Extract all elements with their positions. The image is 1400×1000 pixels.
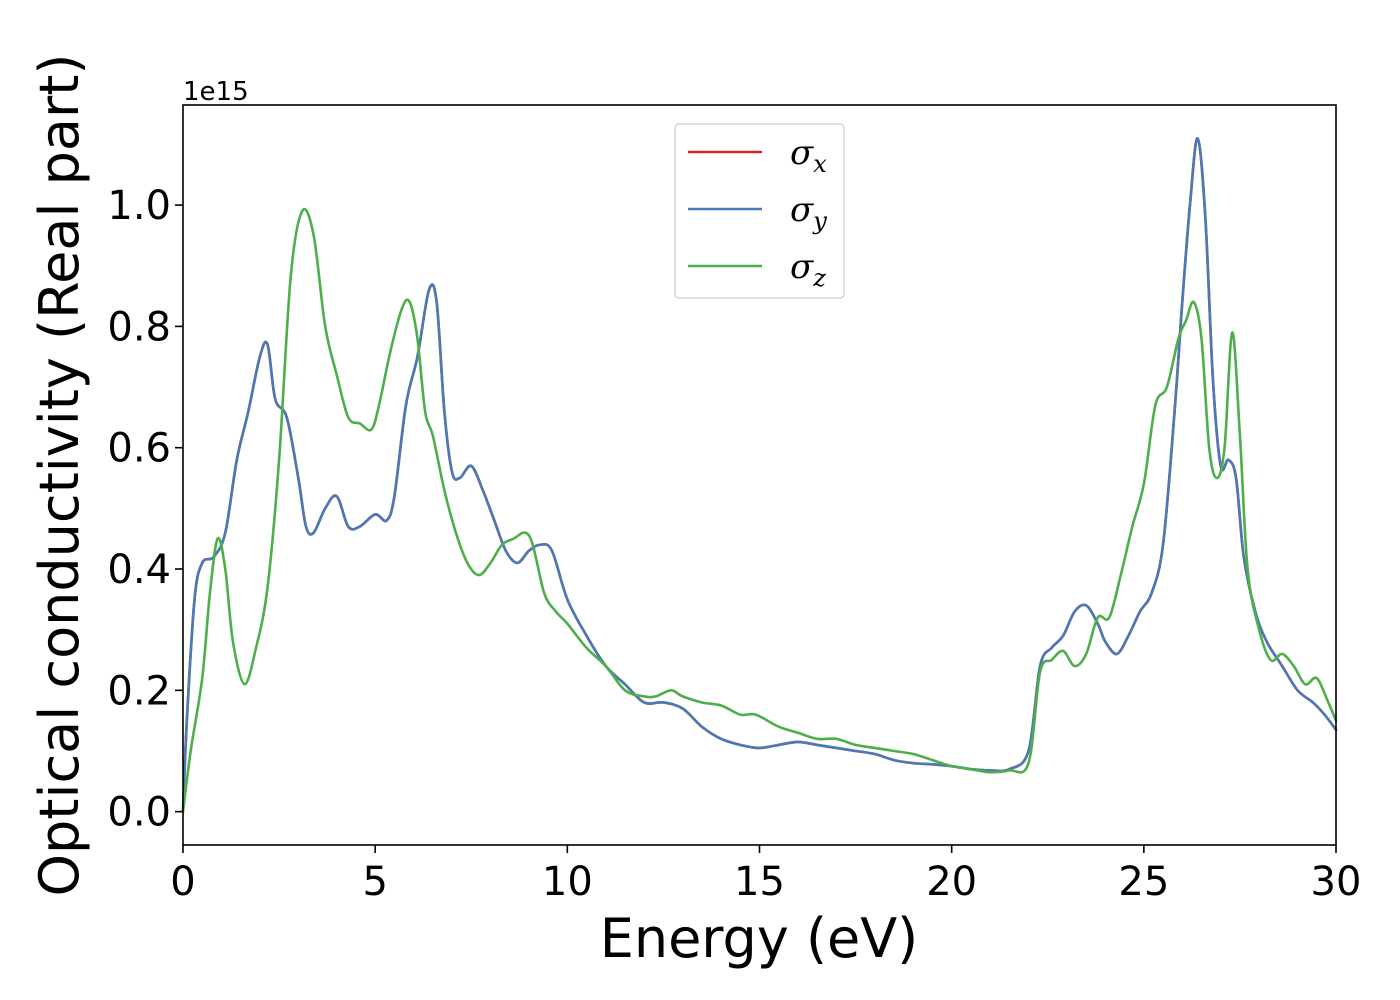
x-tick-label: 10	[542, 859, 593, 905]
legend-subscript: x	[813, 150, 827, 178]
x-tick-label: 20	[926, 859, 977, 905]
legend-symbol: σ	[790, 247, 814, 287]
legend-symbol: σ	[790, 190, 814, 230]
series-line-y	[181, 137, 1338, 813]
y-tick-label: 0.2	[107, 668, 171, 714]
y-axis-label: Optical conductivity (Real part)	[28, 54, 91, 897]
x-tick-label: 5	[362, 859, 387, 905]
legend-label-y: σy	[790, 190, 827, 235]
series-line-z	[181, 207, 1338, 813]
y-tick-label: 0.6	[107, 426, 171, 472]
x-tick-label: 25	[1118, 859, 1169, 905]
legend-label-z: σz	[790, 247, 826, 292]
legend-subscript: y	[812, 207, 827, 235]
y-tick-label: 1.0	[107, 183, 171, 229]
legend-frame	[674, 123, 845, 299]
y-tick-label: 0.8	[107, 304, 171, 350]
x-tick-label: 15	[734, 859, 785, 905]
legend-subscript: z	[812, 264, 826, 292]
legend-symbol: σ	[790, 133, 814, 173]
y-offset-label: 1e15	[183, 77, 249, 107]
x-axis-label: Energy (eV)	[600, 907, 919, 970]
axes-layer: 0 5 10 15 20 25 30 0.0 0.2 0.4 0.6 0.8 1.0	[107, 183, 1361, 905]
legend-label-x: σx	[790, 133, 827, 178]
x-tick-label: 0	[170, 859, 195, 905]
y-tick-label: 0.4	[107, 547, 171, 593]
y-tick-label: 0.0	[107, 790, 171, 836]
x-tick-label: 30	[1311, 859, 1362, 905]
series-layer	[181, 137, 1338, 813]
